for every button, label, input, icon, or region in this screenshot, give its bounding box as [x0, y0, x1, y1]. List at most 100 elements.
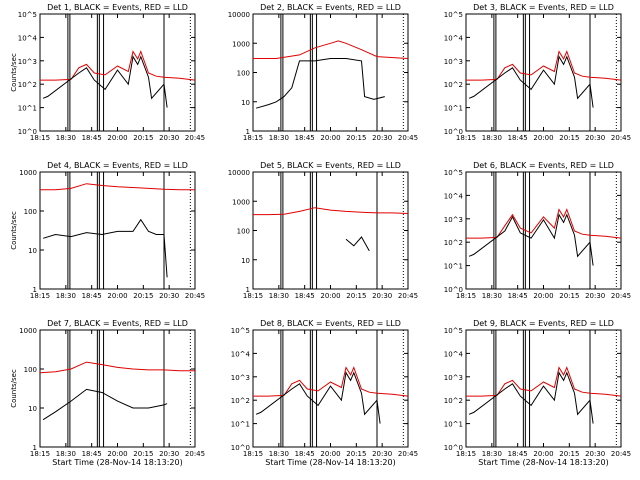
- y-tick-label: 10: [28, 405, 37, 413]
- y-tick-label: 1: [246, 128, 250, 136]
- x-tick-label: 18:15: [30, 450, 50, 458]
- x-tick-label: 20:30: [159, 134, 179, 142]
- lld-series-line: [466, 50, 622, 81]
- x-tick-label: 18:30: [482, 134, 502, 142]
- x-tick-label: 18:45: [508, 292, 528, 300]
- x-tick-label: 18:30: [56, 292, 76, 300]
- y-tick-label: 10^2: [444, 239, 463, 247]
- y-tick-label: 10^5: [444, 327, 463, 335]
- events-series-line: [345, 236, 370, 252]
- y-tick-label: 10^3: [231, 374, 250, 382]
- x-tick-label: 20:30: [585, 450, 605, 458]
- x-axis-label: Start Time (28-Nov-14 18:13:20): [265, 458, 395, 467]
- x-tick-label: 20:45: [611, 292, 631, 300]
- y-tick-label: 10^1: [444, 421, 463, 429]
- lld-series-line: [253, 40, 409, 59]
- lld-series-line: [40, 50, 196, 81]
- x-tick-label: 20:00: [107, 450, 127, 458]
- plot-frame: [39, 13, 196, 132]
- x-tick-label: 18:15: [30, 292, 50, 300]
- y-tick-label: 1000: [19, 169, 37, 177]
- x-tick-label: 20:00: [107, 134, 127, 142]
- events-series-line: [255, 371, 381, 424]
- chart-panel-8: Det 8, BLACK = Events, RED = LLD 10^0 10^1…: [231, 319, 418, 467]
- plot-frame: [252, 171, 409, 290]
- x-tick-label: 20:15: [133, 450, 153, 458]
- x-tick-label: 20:45: [398, 292, 418, 300]
- x-tick-label: 20:45: [611, 450, 631, 458]
- x-tick-label: 20:15: [559, 450, 579, 458]
- y-tick-label: 10^1: [444, 105, 463, 113]
- y-tick-label: 10: [241, 99, 250, 107]
- chart-title: Det 7, BLACK = Events, RED = LLD: [47, 319, 188, 328]
- chart-title: Det 9, BLACK = Events, RED = LLD: [473, 319, 614, 328]
- chart-title: Det 6, BLACK = Events, RED = LLD: [473, 161, 614, 170]
- x-tick-label: 20:15: [559, 134, 579, 142]
- y-tick-label: 10^3: [444, 216, 463, 224]
- chart-title: Det 5, BLACK = Events, RED = LLD: [260, 161, 401, 170]
- chart-panel-9: Det 9, BLACK = Events, RED = LLD 10^0 10^1…: [444, 319, 631, 467]
- x-tick-label: 20:30: [372, 450, 392, 458]
- chart-panel-6: Det 6, BLACK = Events, RED = LLD 10^0 10^1…: [444, 161, 631, 300]
- chart-title: Det 3, BLACK = Events, RED = LLD: [473, 3, 614, 12]
- x-tick-label: 18:45: [295, 134, 315, 142]
- y-tick-label: 1000: [19, 327, 37, 335]
- events-series-line: [42, 388, 168, 421]
- x-tick-label: 18:15: [243, 134, 263, 142]
- lld-series-line: [253, 366, 409, 397]
- x-tick-label: 20:30: [372, 292, 392, 300]
- y-tick-label: 10^4: [231, 350, 251, 358]
- x-tick-label: 18:15: [456, 134, 476, 142]
- y-axis-label: Counts/sec: [10, 53, 18, 92]
- chart-title: Det 2, BLACK = Events, RED = LLD: [260, 3, 401, 12]
- y-tick-label: 10^0: [231, 444, 250, 452]
- lld-series-line: [466, 208, 622, 239]
- y-tick-label: 10^0: [444, 286, 463, 294]
- y-tick-label: 10000: [228, 11, 250, 19]
- y-tick-label: 10^3: [18, 58, 37, 66]
- y-tick-label: 10^5: [231, 327, 250, 335]
- x-tick-label: 20:00: [533, 292, 553, 300]
- x-tick-label: 18:30: [482, 292, 502, 300]
- x-tick-label: 18:15: [243, 450, 263, 458]
- y-tick-label: 100: [24, 208, 37, 216]
- x-tick-label: 20:00: [533, 134, 553, 142]
- x-tick-label: 20:00: [320, 292, 340, 300]
- x-tick-label: 18:30: [269, 450, 289, 458]
- y-tick-label: 100: [24, 366, 37, 374]
- y-tick-label: 10^3: [444, 374, 463, 382]
- chart-panel-4: Det 4, BLACK = Events, RED = LLD 1 10 100 10…: [10, 161, 205, 300]
- lld-series-line: [253, 207, 409, 216]
- x-tick-label: 20:45: [398, 134, 418, 142]
- x-tick-label: 20:45: [185, 134, 205, 142]
- lld-series-line: [40, 183, 195, 191]
- events-series-line: [42, 218, 168, 278]
- chart-title: Det 1, BLACK = Events, RED = LLD: [47, 3, 188, 12]
- x-tick-label: 20:15: [133, 134, 153, 142]
- x-tick-label: 20:00: [320, 134, 340, 142]
- y-tick-label: 10: [241, 257, 250, 265]
- x-tick-label: 20:45: [398, 450, 418, 458]
- y-tick-label: 10^2: [231, 397, 250, 405]
- y-tick-label: 10000: [228, 169, 250, 177]
- chart-panel-3: Det 3, BLACK = Events, RED = LLD 10^0 10^1…: [444, 3, 631, 142]
- x-tick-label: 20:30: [585, 292, 605, 300]
- y-tick-label: 10^1: [18, 105, 37, 113]
- events-series-line: [468, 213, 594, 266]
- chart-title: Det 8, BLACK = Events, RED = LLD: [260, 319, 401, 328]
- x-tick-label: 18:15: [30, 134, 50, 142]
- y-tick-label: 10^4: [18, 34, 38, 42]
- x-tick-label: 20:00: [533, 450, 553, 458]
- y-tick-label: 10^5: [18, 11, 37, 19]
- x-axis-label: Start Time (28-Nov-14 18:13:20): [52, 458, 182, 467]
- x-tick-label: 18:30: [269, 292, 289, 300]
- y-tick-label: 10^2: [444, 81, 463, 89]
- y-tick-label: 10^0: [18, 128, 37, 136]
- x-tick-label: 20:45: [611, 134, 631, 142]
- y-tick-label: 1000: [232, 198, 250, 206]
- x-tick-label: 18:30: [482, 450, 502, 458]
- y-tick-label: 10^1: [444, 263, 463, 271]
- y-tick-label: 10^2: [18, 81, 37, 89]
